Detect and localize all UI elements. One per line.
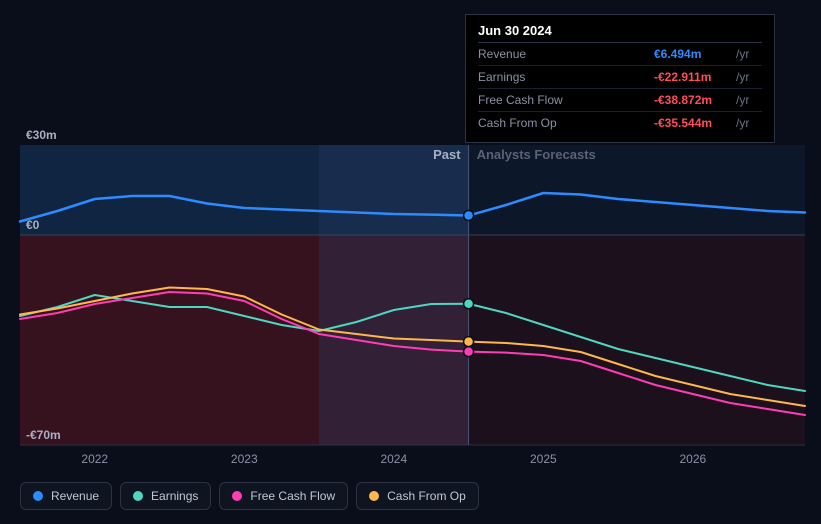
tooltip-unit: /yr <box>736 70 762 84</box>
legend-swatch <box>369 491 379 501</box>
y-axis-label: -€70m <box>26 428 61 442</box>
tooltip-date: Jun 30 2024 <box>478 23 762 43</box>
tooltip-metric-value: -€38.872m <box>654 93 730 107</box>
x-axis-label: 2025 <box>530 452 557 466</box>
forecast-region-label: Analysts Forecasts <box>477 147 596 162</box>
tooltip-unit: /yr <box>736 93 762 107</box>
legend-label: Cash From Op <box>387 489 466 503</box>
x-axis-label: 2022 <box>81 452 108 466</box>
legend-item-fcf[interactable]: Free Cash Flow <box>219 482 348 510</box>
tooltip-metric-name: Earnings <box>478 70 654 84</box>
y-axis-label: €30m <box>26 128 57 142</box>
tooltip-metric-name: Revenue <box>478 47 654 61</box>
tooltip-metric-name: Cash From Op <box>478 116 654 130</box>
legend-swatch <box>232 491 242 501</box>
marker-revenue <box>464 211 474 221</box>
tooltip-metric-name: Free Cash Flow <box>478 93 654 107</box>
legend-label: Free Cash Flow <box>250 489 335 503</box>
chart-tooltip: Jun 30 2024 Revenue€6.494m/yrEarnings-€2… <box>465 14 775 143</box>
legend-swatch <box>33 491 43 501</box>
legend-item-cfo[interactable]: Cash From Op <box>356 482 479 510</box>
tooltip-unit: /yr <box>736 116 762 130</box>
chart-container: €30m€0-€70m20222023202420252026PastAnaly… <box>0 0 821 524</box>
past-region-label: Past <box>433 147 461 162</box>
tooltip-row: Revenue€6.494m/yr <box>478 43 762 66</box>
tooltip-metric-value: -€22.911m <box>654 70 730 84</box>
marker-earnings <box>464 299 474 309</box>
tooltip-metric-value: -€35.544m <box>654 116 730 130</box>
tooltip-metric-value: €6.494m <box>654 47 730 61</box>
legend-label: Revenue <box>51 489 99 503</box>
legend-swatch <box>133 491 143 501</box>
x-axis-label: 2026 <box>680 452 707 466</box>
marker-fcf <box>464 347 474 357</box>
tooltip-unit: /yr <box>736 47 762 61</box>
tooltip-row: Cash From Op-€35.544m/yr <box>478 112 762 134</box>
legend-label: Earnings <box>151 489 198 503</box>
marker-cfo <box>464 337 474 347</box>
chart-legend: Revenue Earnings Free Cash Flow Cash From O… <box>20 482 479 510</box>
legend-item-revenue[interactable]: Revenue <box>20 482 112 510</box>
tooltip-row: Free Cash Flow-€38.872m/yr <box>478 89 762 112</box>
tooltip-row: Earnings-€22.911m/yr <box>478 66 762 89</box>
x-axis-label: 2023 <box>231 452 258 466</box>
legend-item-earnings[interactable]: Earnings <box>120 482 211 510</box>
x-axis-label: 2024 <box>380 452 407 466</box>
